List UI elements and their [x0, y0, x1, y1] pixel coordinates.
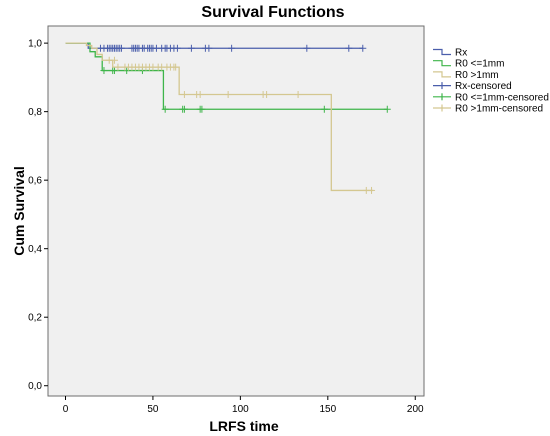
legend-label: Rx-censored [455, 81, 512, 92]
x-axis-title: LRFS time [209, 418, 278, 434]
series-line-r0-1mm [65, 42, 388, 110]
legend-swatch-line [433, 48, 451, 56]
legend-item-r0-1mm: R0 <=1mm [433, 59, 504, 70]
legend-item-r0-1mm: R0 >1mm [433, 70, 499, 81]
y-tick-label: 0,4 [28, 244, 42, 255]
legend-label: Rx [455, 48, 467, 59]
series-line-r0-1mm [65, 42, 374, 192]
series-r0-1mm [65, 42, 391, 113]
legend-label: R0 >1mm [455, 70, 499, 81]
legend-label: R0 >1mm-censored [455, 104, 543, 115]
x-tick-label: 150 [319, 404, 336, 415]
y-tick-label: 0,8 [28, 107, 42, 118]
legend-label: R0 <=1mm [455, 59, 504, 70]
series-layer [65, 42, 391, 194]
chart-title: Survival Functions [201, 4, 344, 21]
plot-area [47, 25, 425, 397]
legend-swatch-line [433, 60, 451, 67]
x-tick-label: 0 [63, 404, 69, 415]
legend-item-rx: Rx [433, 48, 467, 59]
x-tick-label: 100 [232, 404, 249, 415]
y-axis-title: Cum Survival [11, 166, 27, 255]
y-tick-label: 0,0 [28, 381, 42, 392]
x-tick-label: 200 [407, 404, 424, 415]
y-tick-label: 1,0 [28, 39, 42, 50]
x-axis: 0 50 100 150 200 [63, 396, 424, 415]
y-tick-label: 0,6 [28, 176, 42, 187]
legend-swatch-line [433, 71, 451, 78]
legend-label: R0 <=1mm-censored [455, 92, 549, 103]
series-r0-1mm [65, 42, 376, 194]
legend-item-r0-1mm-censored: R0 >1mm-censored [433, 104, 543, 115]
x-tick-label: 50 [147, 404, 159, 415]
legend-item-r0-1mm-censored: R0 <=1mm-censored [433, 92, 549, 103]
legend-item-rx-censored: Rx-censored [433, 81, 512, 92]
y-tick-label: 0,2 [28, 313, 42, 324]
y-axis: 0,0 0,2 0,4 0,6 0,8 1,0 [28, 39, 48, 392]
